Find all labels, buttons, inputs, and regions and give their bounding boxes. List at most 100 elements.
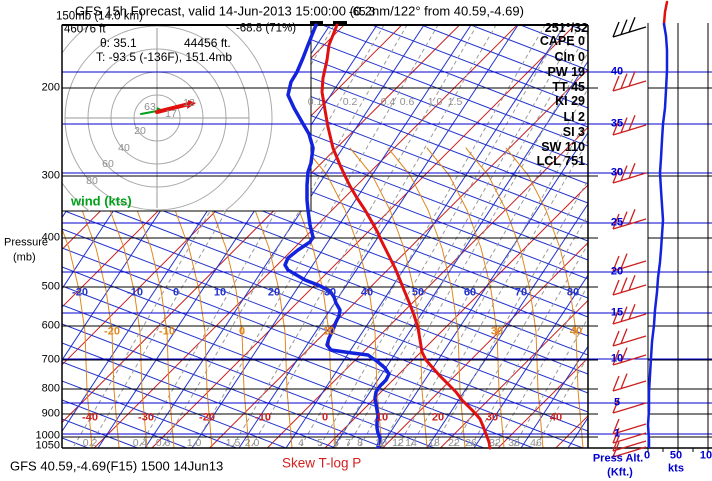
altitude-tick-label: 15 bbox=[610, 306, 624, 319]
mixing-ratio-label: 0.4 bbox=[380, 95, 396, 108]
wind-barb bbox=[612, 328, 647, 347]
mixing-ratio-label: 0.4 bbox=[132, 436, 148, 449]
wind-speed-trace-top bbox=[662, 0, 669, 26]
pressure-tick-label: 300 bbox=[41, 169, 60, 182]
altitude-tick-label: 35 bbox=[610, 117, 624, 130]
stability-index-value: LI 2 bbox=[563, 109, 585, 124]
pressure-tick-label: 900 bbox=[41, 407, 60, 420]
dry-adiabat-label: 60 bbox=[463, 286, 477, 299]
wind-barb bbox=[612, 303, 647, 325]
pressure-axis-units: (mb) bbox=[13, 251, 36, 264]
mixing-ratio-label: 14 bbox=[405, 436, 417, 449]
stability-index-value: TT 45 bbox=[552, 79, 585, 94]
mixing-ratio-label: 32 bbox=[489, 436, 501, 449]
altitude-axis-title: Press Alt. bbox=[592, 452, 644, 465]
dry-adiabat-label: 30 bbox=[323, 286, 337, 299]
speed-tick-label: 50 bbox=[669, 449, 683, 462]
dry-adiabat-label: 0 bbox=[172, 286, 180, 299]
mixing-ratio-label: 1.0 bbox=[427, 95, 443, 108]
dry-adiabat-label: 10 bbox=[213, 286, 227, 299]
wind-barb bbox=[612, 114, 647, 136]
isotherm-label: 40 bbox=[549, 411, 563, 424]
wind-top-value: 251°/32 bbox=[544, 20, 588, 35]
mixing-ratio-label: 22 bbox=[448, 436, 460, 449]
dry-adiabat-label: -10 bbox=[127, 286, 143, 299]
pressure-tick-label: 1000 bbox=[35, 429, 60, 442]
altitude-tick-label: 25 bbox=[610, 216, 624, 229]
wind-barb bbox=[612, 162, 647, 184]
pressure-tick-label: 1050 bbox=[35, 439, 60, 452]
altitude-tick-label: 1 bbox=[613, 427, 621, 440]
dewpoint-top-value: -68.8 (71%) bbox=[235, 22, 297, 35]
isotherm-label: -20 bbox=[199, 411, 215, 424]
speed-tick-label: 10 bbox=[699, 449, 712, 462]
mixing-ratio-label: 8 bbox=[357, 436, 363, 449]
temperature-top-value: -65.3 bbox=[348, 6, 376, 19]
hodograph-ring-label: 80 bbox=[86, 174, 98, 187]
pressure-tick-label: 600 bbox=[41, 319, 60, 332]
tropopause-temperature: T: -93.5 (-136F), 151.4mb bbox=[96, 50, 233, 64]
chart-borders bbox=[61, 21, 712, 452]
moist-adiabat-label: 0 bbox=[238, 325, 246, 338]
isotherm-label: -40 bbox=[82, 411, 98, 424]
isotherm-label: -30 bbox=[138, 411, 154, 424]
pressure-tick-label: 400 bbox=[41, 231, 60, 244]
stability-index-value: KI 29 bbox=[555, 93, 585, 108]
hodograph-ring-label: 60 bbox=[102, 157, 114, 170]
dry-adiabat-label: 40 bbox=[360, 286, 374, 299]
wind-speed-trace bbox=[646, 22, 669, 449]
hodograph-level-label: 12 bbox=[183, 96, 195, 109]
pressure-axis-title: Pressure bbox=[4, 236, 49, 249]
mixing-ratio-label: 26 bbox=[465, 436, 477, 449]
isotherm-label: 10 bbox=[375, 411, 389, 424]
pressure-tick-label: 800 bbox=[41, 382, 60, 395]
wind-barb bbox=[612, 253, 647, 272]
wind-barbs bbox=[612, 16, 647, 458]
altitude-tick-label: 20 bbox=[610, 265, 624, 278]
mixing-ratio-label: 5 bbox=[317, 436, 323, 449]
mixing-ratio-label: 1.5 bbox=[447, 95, 463, 108]
mixing-ratio-label: 1.0 bbox=[186, 436, 202, 449]
mixing-ratio-label: 0.6 bbox=[155, 436, 171, 449]
mixing-ratio-label: 12 bbox=[392, 436, 404, 449]
stability-index-value: SW 110 bbox=[541, 139, 585, 154]
moist-adiabat-label: -20 bbox=[104, 325, 120, 338]
hodograph-ring-label: 40 bbox=[118, 141, 130, 154]
mixing-ratio-label: 2.0 bbox=[244, 436, 260, 449]
dry-adiabat-label: -20 bbox=[72, 286, 88, 299]
mixing-ratio-label: 6 bbox=[333, 436, 339, 449]
moist-adiabat-label: 10 bbox=[322, 325, 336, 338]
chart-type-label: Skew T-log P bbox=[282, 455, 362, 471]
dry-adiabat-label: 50 bbox=[411, 286, 425, 299]
wind-barb bbox=[612, 418, 647, 435]
wind-barb bbox=[612, 435, 647, 452]
speed-tick-label: 0 bbox=[643, 449, 651, 462]
mixing-ratio-label: 0.1 bbox=[307, 95, 323, 108]
top-altitude-label: 46076 ft bbox=[64, 23, 106, 36]
wind-barb bbox=[612, 208, 647, 230]
altitude-tick-label: 5 bbox=[613, 396, 621, 409]
mixing-ratio-label: 7 bbox=[345, 436, 351, 449]
mixing-ratio-label: 38 bbox=[508, 436, 520, 449]
altitude-tick-label: 10 bbox=[610, 352, 624, 365]
isotherm-label: 0 bbox=[321, 411, 329, 424]
pressure-tick-label: 500 bbox=[41, 280, 60, 293]
moist-adiabat-label: -10 bbox=[159, 325, 175, 338]
hodograph-arrows bbox=[140, 100, 196, 115]
mixing-ratio-label: 0.2 bbox=[82, 436, 98, 449]
stability-index-value: CIn 0 bbox=[554, 49, 585, 64]
mixing-ratio-label: 4 bbox=[298, 436, 304, 449]
wind-barb bbox=[612, 441, 647, 458]
isotherm-label: 20 bbox=[431, 411, 445, 424]
page-title: GFS 15h Forecast, valid 14-Jun-2013 15:0… bbox=[75, 3, 524, 19]
temperature-trace bbox=[320, 23, 492, 450]
isotherm-label: -10 bbox=[255, 411, 271, 424]
mixing-ratio-label: 46 bbox=[530, 436, 542, 449]
wind-barb bbox=[612, 70, 647, 92]
altitude-tick-label: 40 bbox=[610, 65, 624, 78]
mixing-ratio-label: 10 bbox=[375, 436, 387, 449]
wind-barb bbox=[612, 274, 647, 296]
mixing-ratio-label: 0.2 bbox=[342, 95, 358, 108]
